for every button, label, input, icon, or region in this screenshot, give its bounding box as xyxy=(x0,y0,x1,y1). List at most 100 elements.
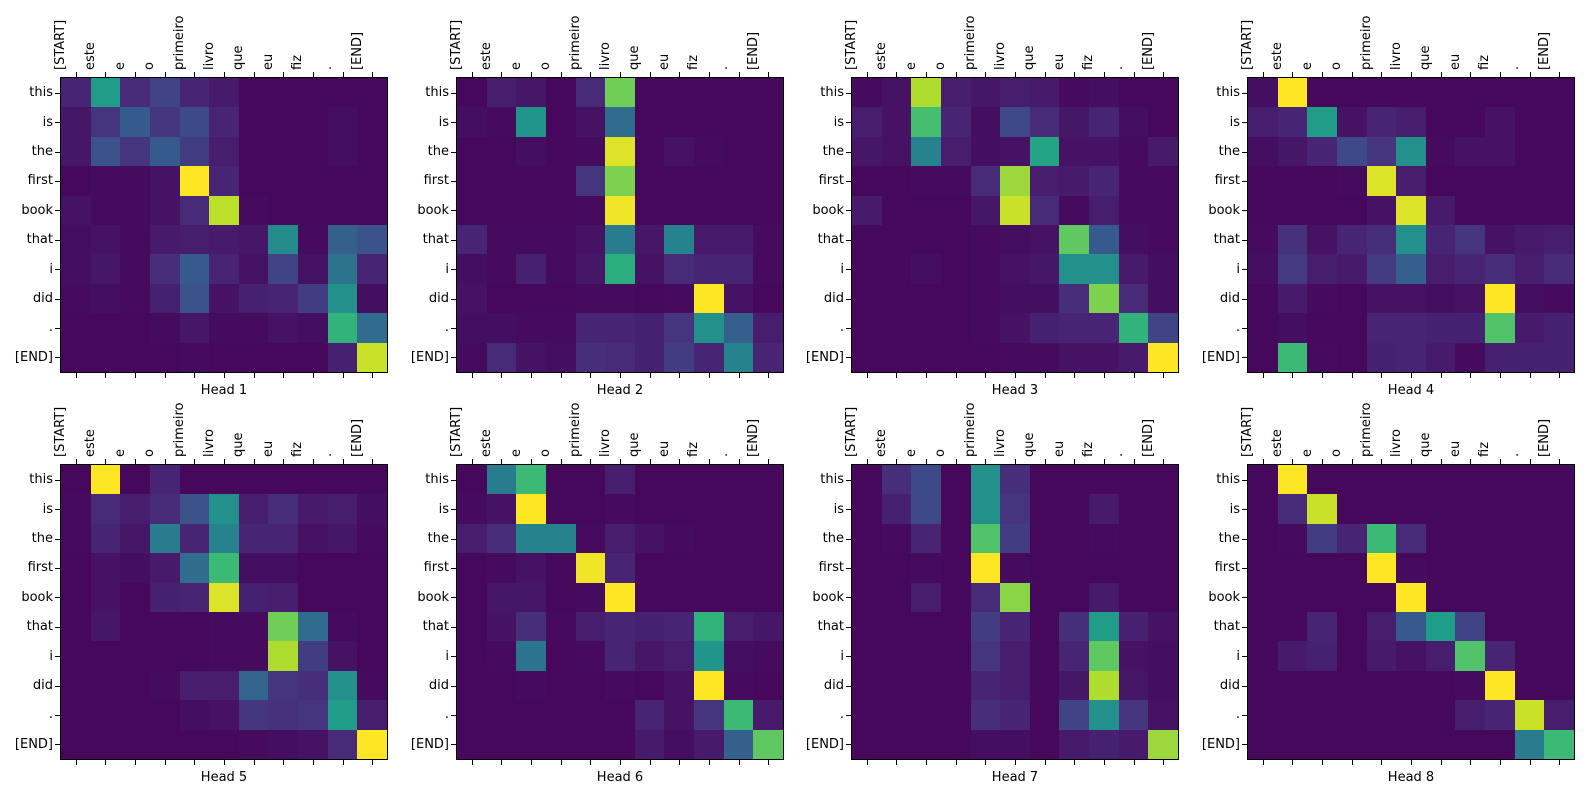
heatmap-cell xyxy=(1029,553,1060,583)
heatmap-cell xyxy=(1396,553,1426,583)
heatmap-cell xyxy=(723,523,754,554)
heatmap-cell xyxy=(90,465,121,495)
heatmap-cell xyxy=(852,641,882,671)
x-tick-bottom xyxy=(501,373,503,378)
x-tick-bottom xyxy=(1044,760,1046,765)
heatmap-cell xyxy=(664,465,695,495)
heatmap-cell xyxy=(694,700,724,730)
x-tick-bottom xyxy=(501,760,503,765)
heatmap-cell xyxy=(327,254,358,284)
heatmap-cell xyxy=(1485,494,1515,524)
x-tick-bottom xyxy=(1351,373,1353,378)
heatmap-cell xyxy=(664,523,695,554)
heatmap-cell xyxy=(1514,78,1545,108)
heatmap-cell xyxy=(664,641,695,671)
x-tick-top xyxy=(1440,459,1442,464)
heatmap-cell xyxy=(1455,700,1486,730)
heatmap-cell xyxy=(357,166,387,196)
x-tick-top xyxy=(135,459,137,464)
heatmap-cell xyxy=(970,283,1001,314)
heatmap-cell xyxy=(1000,465,1030,495)
y-tick-label: this xyxy=(425,472,449,488)
x-tick-top xyxy=(1381,72,1383,77)
heatmap-cell xyxy=(209,729,239,759)
x-tick-label: este xyxy=(1269,42,1285,70)
heatmap-cell xyxy=(179,729,210,759)
x-tick-label: o xyxy=(933,449,949,457)
y-tick-left xyxy=(451,597,456,599)
heatmap-cell xyxy=(753,553,783,583)
x-tick-bottom xyxy=(1351,760,1353,765)
x-tick-top xyxy=(75,459,77,464)
heatmap-cell xyxy=(1059,166,1090,196)
heatmap-cell xyxy=(1455,670,1486,701)
y-tick-label: that xyxy=(26,619,53,635)
heatmap-cell xyxy=(1118,283,1149,314)
heatmap-cell xyxy=(634,78,665,108)
heatmap-cell xyxy=(575,283,606,314)
heatmap-cell xyxy=(1425,136,1456,167)
x-tick-bottom xyxy=(679,760,681,765)
y-tick-left xyxy=(846,479,851,481)
heatmap-cell xyxy=(61,582,91,612)
heatmap-cell xyxy=(545,494,576,524)
heatmap-cell xyxy=(149,107,180,137)
heatmap-cell xyxy=(457,494,487,524)
x-tick-label: [START] xyxy=(53,19,69,70)
heatmap-cell xyxy=(1089,553,1119,583)
x-tick-label: o xyxy=(538,449,554,457)
x-tick-bottom xyxy=(985,760,987,765)
x-tick-top xyxy=(985,459,987,464)
x-tick-bottom xyxy=(1381,760,1383,765)
heatmap-cell xyxy=(1148,342,1178,372)
x-tick-bottom xyxy=(955,760,957,765)
heatmap-cell xyxy=(516,641,546,671)
x-tick-top xyxy=(1163,72,1165,77)
heatmap-cell xyxy=(179,107,210,137)
heatmap-cell xyxy=(970,553,1001,583)
heatmap-cell xyxy=(1544,107,1574,137)
heatmap-cell xyxy=(1514,641,1545,671)
x-tick-bottom xyxy=(738,373,740,378)
y-tick-left xyxy=(55,269,60,271)
heatmap-cell xyxy=(911,700,941,730)
heatmap-cell xyxy=(327,465,358,495)
x-tick-bottom xyxy=(738,760,740,765)
x-tick-top xyxy=(501,72,503,77)
heatmap-cell xyxy=(516,254,546,284)
subplot-title: Head 5 xyxy=(200,770,248,785)
heatmap-cell xyxy=(149,729,180,759)
x-tick-bottom xyxy=(75,373,77,378)
x-tick-label: livro xyxy=(201,42,217,70)
heatmap-cell xyxy=(634,465,665,495)
x-tick-bottom xyxy=(1163,760,1165,765)
heatmap-cell xyxy=(911,729,941,759)
heatmap-cell xyxy=(545,78,576,108)
heatmap-cell xyxy=(1277,494,1308,524)
heatmap-cell xyxy=(457,553,487,583)
heatmap-cell xyxy=(149,700,180,730)
heatmap-cell xyxy=(516,313,546,343)
heatmap-cell xyxy=(1277,107,1308,137)
x-tick-label: eu xyxy=(1447,53,1463,70)
y-tick-left xyxy=(1242,180,1247,182)
heatmap-cell xyxy=(1059,670,1090,701)
y-tick-label: this xyxy=(820,472,844,488)
heatmap-cell xyxy=(457,107,487,137)
y-tick-label: that xyxy=(817,232,844,248)
heatmap-cell xyxy=(605,670,635,701)
y-tick-left xyxy=(451,357,456,359)
y-tick-left xyxy=(55,327,60,329)
heatmap-cell xyxy=(357,553,387,583)
heatmap-cell xyxy=(1059,195,1090,225)
x-tick-top xyxy=(105,72,107,77)
heatmap-cell xyxy=(1396,611,1426,642)
heatmap-cell xyxy=(940,641,971,671)
heatmap-cell xyxy=(1118,700,1149,730)
x-tick-top xyxy=(1559,459,1561,464)
heatmap-cell xyxy=(1485,313,1515,343)
heatmap-cell xyxy=(268,611,299,642)
x-tick-label: este xyxy=(1269,429,1285,457)
heatmap-cell xyxy=(970,224,1001,255)
heatmap-cell xyxy=(238,254,269,284)
